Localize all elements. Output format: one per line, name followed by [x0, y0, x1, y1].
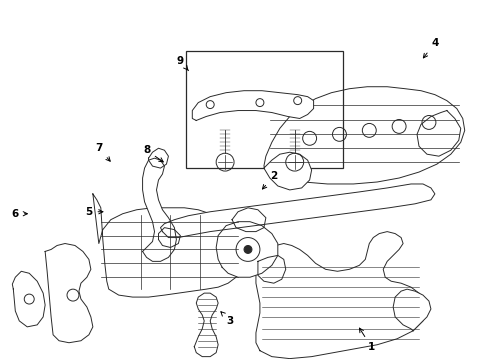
Text: 7: 7 — [95, 143, 110, 161]
Polygon shape — [148, 148, 168, 168]
Polygon shape — [45, 243, 93, 343]
Polygon shape — [216, 222, 277, 277]
Text: 2: 2 — [262, 171, 277, 189]
Polygon shape — [194, 293, 218, 357]
Polygon shape — [264, 152, 311, 190]
Text: 4: 4 — [423, 38, 438, 58]
Polygon shape — [192, 91, 313, 121]
Text: 1: 1 — [359, 328, 374, 352]
Polygon shape — [416, 111, 460, 156]
Text: 5: 5 — [85, 207, 102, 217]
Polygon shape — [12, 271, 45, 327]
Polygon shape — [93, 194, 240, 297]
Bar — [186, 51, 343, 168]
Polygon shape — [232, 208, 265, 231]
Polygon shape — [158, 228, 180, 247]
Polygon shape — [257, 255, 285, 283]
Text: 6: 6 — [12, 209, 27, 219]
Polygon shape — [392, 289, 430, 331]
Polygon shape — [142, 158, 176, 261]
Circle shape — [244, 246, 251, 253]
Polygon shape — [264, 87, 464, 184]
Text: 3: 3 — [221, 312, 233, 326]
Polygon shape — [255, 231, 426, 359]
Text: 8: 8 — [142, 145, 163, 162]
Text: 9: 9 — [177, 56, 188, 71]
Polygon shape — [160, 184, 434, 238]
